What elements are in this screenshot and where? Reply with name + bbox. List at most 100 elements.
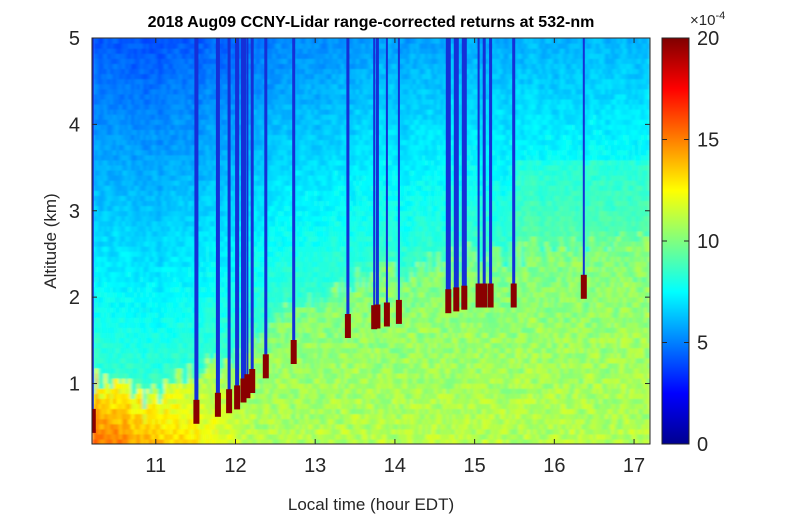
heatmap-cell (95, 180, 99, 186)
heatmap-cell (188, 169, 192, 176)
heatmap-cell (233, 423, 237, 430)
heatmap-cell (185, 332, 189, 339)
heatmap-cell (236, 423, 240, 430)
heatmap-cell (173, 124, 177, 130)
heatmap-cell (257, 403, 261, 410)
heatmap-cell (170, 428, 174, 435)
heatmap-cell (116, 73, 120, 80)
heatmap-cell (128, 63, 132, 70)
heatmap-cell (260, 261, 264, 267)
heatmap-cell (110, 383, 114, 389)
heatmap-cell (143, 251, 147, 257)
heatmap-cell (266, 261, 270, 267)
heatmap-cell (197, 388, 201, 394)
heatmap-cell (137, 352, 141, 359)
heatmap-cell (167, 200, 171, 207)
heatmap-cell (248, 403, 252, 410)
heatmap-cell (230, 251, 234, 257)
heatmap-cell (275, 306, 279, 313)
heatmap-cell (128, 109, 132, 115)
heatmap-cell (113, 230, 117, 237)
heatmap-cell (155, 317, 159, 323)
heatmap-cell (203, 418, 207, 425)
heatmap-cell (197, 428, 201, 435)
heatmap-cell (104, 53, 108, 59)
heatmap-cell (230, 43, 234, 49)
heatmap-cell (143, 159, 147, 166)
heatmap-cell (206, 306, 210, 313)
heatmap-cell (176, 393, 180, 399)
heatmap-cell (143, 154, 147, 161)
heatmap-cell (116, 413, 120, 420)
heatmap-cell (257, 261, 261, 267)
heatmap-cell (113, 291, 117, 298)
heatmap-cell (236, 428, 240, 435)
heatmap-cell (200, 286, 204, 293)
heatmap-cell (167, 134, 171, 141)
heatmap-cell (134, 119, 138, 125)
heatmap-cell (110, 317, 114, 323)
heatmap-cell (275, 205, 279, 212)
heatmap-cell (239, 180, 243, 186)
heatmap-cell (140, 220, 144, 227)
heatmap-cell (161, 251, 165, 257)
heatmap-cell (143, 175, 147, 181)
heatmap-cell (107, 114, 111, 120)
heatmap-cell (128, 149, 132, 156)
heatmap-cell (173, 332, 177, 339)
heatmap-cell (107, 372, 111, 379)
heatmap-cell (272, 103, 276, 110)
heatmap-cell (122, 393, 126, 399)
heatmap-cell (257, 124, 261, 130)
heatmap-cell (188, 246, 192, 252)
heatmap-cell (257, 408, 261, 415)
heatmap-cell (173, 403, 177, 410)
heatmap-cell (113, 220, 117, 227)
heatmap-cell (164, 291, 168, 298)
heatmap-cell (272, 383, 276, 389)
heatmap-cell (251, 418, 255, 425)
heatmap-cell (149, 261, 153, 267)
heatmap-cell (179, 124, 183, 130)
heatmap-cell (227, 423, 231, 430)
heatmap-cell (170, 103, 174, 110)
heatmap-cell (176, 175, 180, 181)
heatmap-cell (167, 93, 171, 100)
heatmap-cell (224, 438, 228, 444)
heatmap-cell (158, 241, 162, 247)
heatmap-cell (182, 175, 186, 181)
heatmap-cell (260, 281, 264, 288)
heatmap-cell (260, 205, 264, 212)
heatmap-cell (209, 352, 213, 359)
heatmap-cell (209, 175, 213, 181)
heatmap-cell (128, 256, 132, 262)
heatmap-cell (230, 296, 234, 303)
heatmap-cell (107, 83, 111, 90)
heatmap-cell (131, 352, 135, 359)
heatmap-cell (131, 134, 135, 141)
heatmap-cell (125, 251, 129, 257)
heatmap-cell (134, 403, 138, 410)
heatmap-cell (119, 124, 123, 130)
heatmap-cell (209, 306, 213, 313)
heatmap-cell (131, 164, 135, 171)
heatmap-cell (176, 98, 180, 105)
heatmap-cell (179, 327, 183, 333)
heatmap-cell (170, 291, 174, 298)
heatmap-cell (191, 246, 195, 252)
heatmap-cell (149, 205, 153, 212)
heatmap-cell (188, 230, 192, 237)
heatmap-cell (212, 43, 216, 49)
heatmap-cell (98, 332, 102, 339)
heatmap-cell (275, 169, 279, 176)
heatmap-cell (179, 73, 183, 80)
heatmap-cell (113, 215, 117, 222)
heatmap-cell (95, 215, 99, 222)
heatmap-cell (98, 210, 102, 217)
heatmap-cell (146, 408, 150, 415)
heatmap-cell (176, 139, 180, 146)
heatmap-cell (104, 98, 108, 105)
heatmap-cell (182, 388, 186, 394)
heatmap-cell (209, 159, 213, 166)
heatmap-cell (254, 428, 258, 435)
